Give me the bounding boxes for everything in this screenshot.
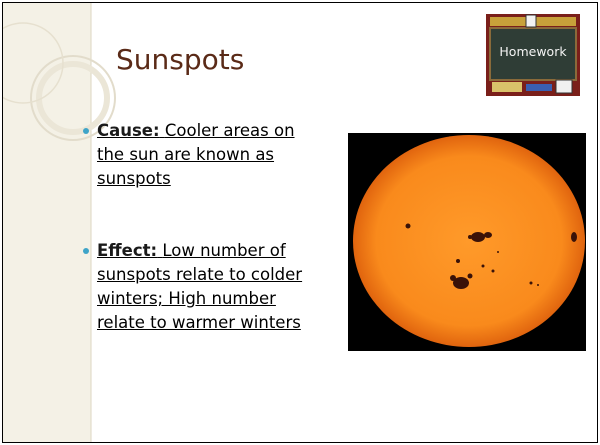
spots <box>405 223 577 289</box>
bullet-label: Effect: <box>97 241 158 260</box>
bullet-text: Low number of <box>162 241 286 260</box>
chalkboard <box>489 27 577 81</box>
sun-image <box>348 133 586 351</box>
bullet: Cause: Cooler areas on the sun are known … <box>83 119 353 191</box>
bullet-text: relate to warmer winters <box>97 313 301 332</box>
ring <box>3 22 64 104</box>
bullet-text: winters; High number <box>97 289 276 308</box>
ring <box>30 55 116 141</box>
decoration <box>3 3 116 442</box>
icon-paper <box>525 14 537 28</box>
bullet-text: sunspots relate to colder <box>97 265 303 284</box>
bullet-line: sunspots relate to colder <box>83 263 353 287</box>
bullet-line: relate to warmer winters <box>83 311 353 335</box>
badge-text: Homework <box>499 44 567 59</box>
bullet-text: sunspots <box>97 169 171 188</box>
bullet-text: the sun are known as <box>97 145 275 164</box>
ring <box>36 61 110 135</box>
icon-book <box>492 82 522 92</box>
icon-pencil <box>526 84 552 91</box>
sun-disk <box>353 135 585 347</box>
side-band <box>3 3 91 442</box>
icon-card <box>555 79 573 94</box>
bullet-text: Cooler areas on <box>164 121 295 140</box>
bullet-line: Cause: Cooler areas on <box>83 119 353 143</box>
bullet-label: Cause: <box>97 121 160 140</box>
bullet-line: Effect: Low number of <box>83 239 353 263</box>
homework-icon <box>486 14 580 96</box>
bullet: Effect: Low number of sunspots relate to … <box>83 239 353 335</box>
bullet-line: sunspots <box>83 167 353 191</box>
bullet-dot <box>83 248 89 254</box>
bullet-line: winters; High number <box>83 287 353 311</box>
bullet-dot <box>83 128 89 134</box>
bullet-line: the sun are known as <box>83 143 353 167</box>
slide-title: Sunspots <box>116 43 245 76</box>
